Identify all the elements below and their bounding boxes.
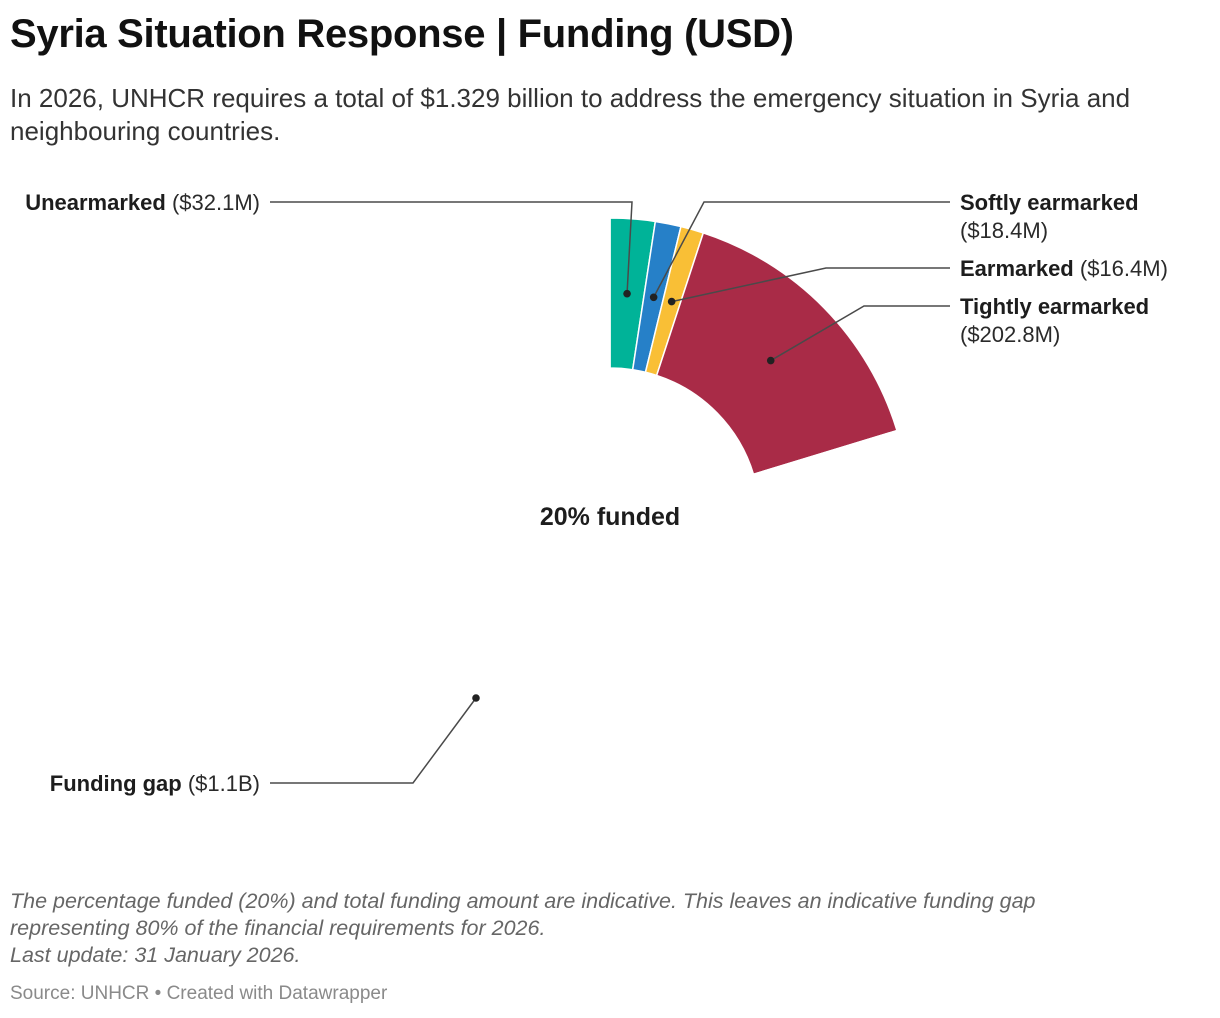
leader-line (270, 697, 477, 784)
slice-label-name: Funding gap (50, 771, 182, 796)
leader-line (671, 267, 950, 303)
note-line: The percentage funded (20%) and total fu… (10, 889, 1036, 913)
slice-label-value: ($18.4M) (960, 218, 1048, 243)
slice-label-name: Tightly earmarked (960, 294, 1149, 319)
slice-label: Funding gap ($1.1B) (50, 771, 260, 796)
slice-tightly-earmarked (655, 231, 898, 476)
center-label: 20% funded (540, 503, 680, 531)
slice-label: Unearmarked ($32.1M) (25, 190, 260, 215)
leader-dot (649, 293, 658, 302)
leader-line (652, 201, 950, 298)
leader-dot (472, 694, 480, 702)
chart-subtitle: In 2026, UNHCR requires a total of $1.32… (10, 83, 1131, 146)
chart-labels: Unearmarked ($32.1M) Softly earmarked ($18… (25, 190, 1168, 796)
slice-label: Earmarked ($16.4M) (960, 256, 1168, 281)
chart-notes: The percentage funded (20%) and total fu… (10, 888, 1210, 969)
leader-line (770, 305, 950, 362)
slice-label: Softly earmarked ($18.4M) (960, 190, 1139, 243)
note-line: Last update: 31 January 2026. (10, 943, 301, 967)
slice-label-name: Earmarked (960, 256, 1074, 281)
funding-chart: Unearmarked ($32.1M) Softly earmarked ($18… (25, 190, 1168, 819)
leader-dot (623, 289, 631, 298)
leader-dot (766, 356, 775, 365)
chart-title: Syria Situation Response | Funding (USD) (10, 12, 794, 56)
slice-label-value: ($1.1B) (182, 771, 260, 796)
slice-label-name: Softly earmarked (960, 190, 1139, 215)
slice-label-value: ($32.1M) (166, 190, 260, 215)
slice-label-name: Unearmarked (25, 190, 166, 215)
note-line: representing 80% of the financial requir… (10, 916, 546, 940)
leader-line (270, 201, 633, 294)
chart-leader-lines (270, 201, 950, 784)
slice-label-value: ($16.4M) (1074, 256, 1168, 281)
slice-funding-gap (309, 217, 911, 819)
slice-label: Tightly earmarked ($202.8M) (960, 294, 1149, 347)
slice-label-value: ($202.8M) (960, 322, 1060, 347)
leader-dot (667, 297, 676, 306)
chart-source: Source: UNHCR • Created with Datawrapper (10, 983, 388, 1004)
